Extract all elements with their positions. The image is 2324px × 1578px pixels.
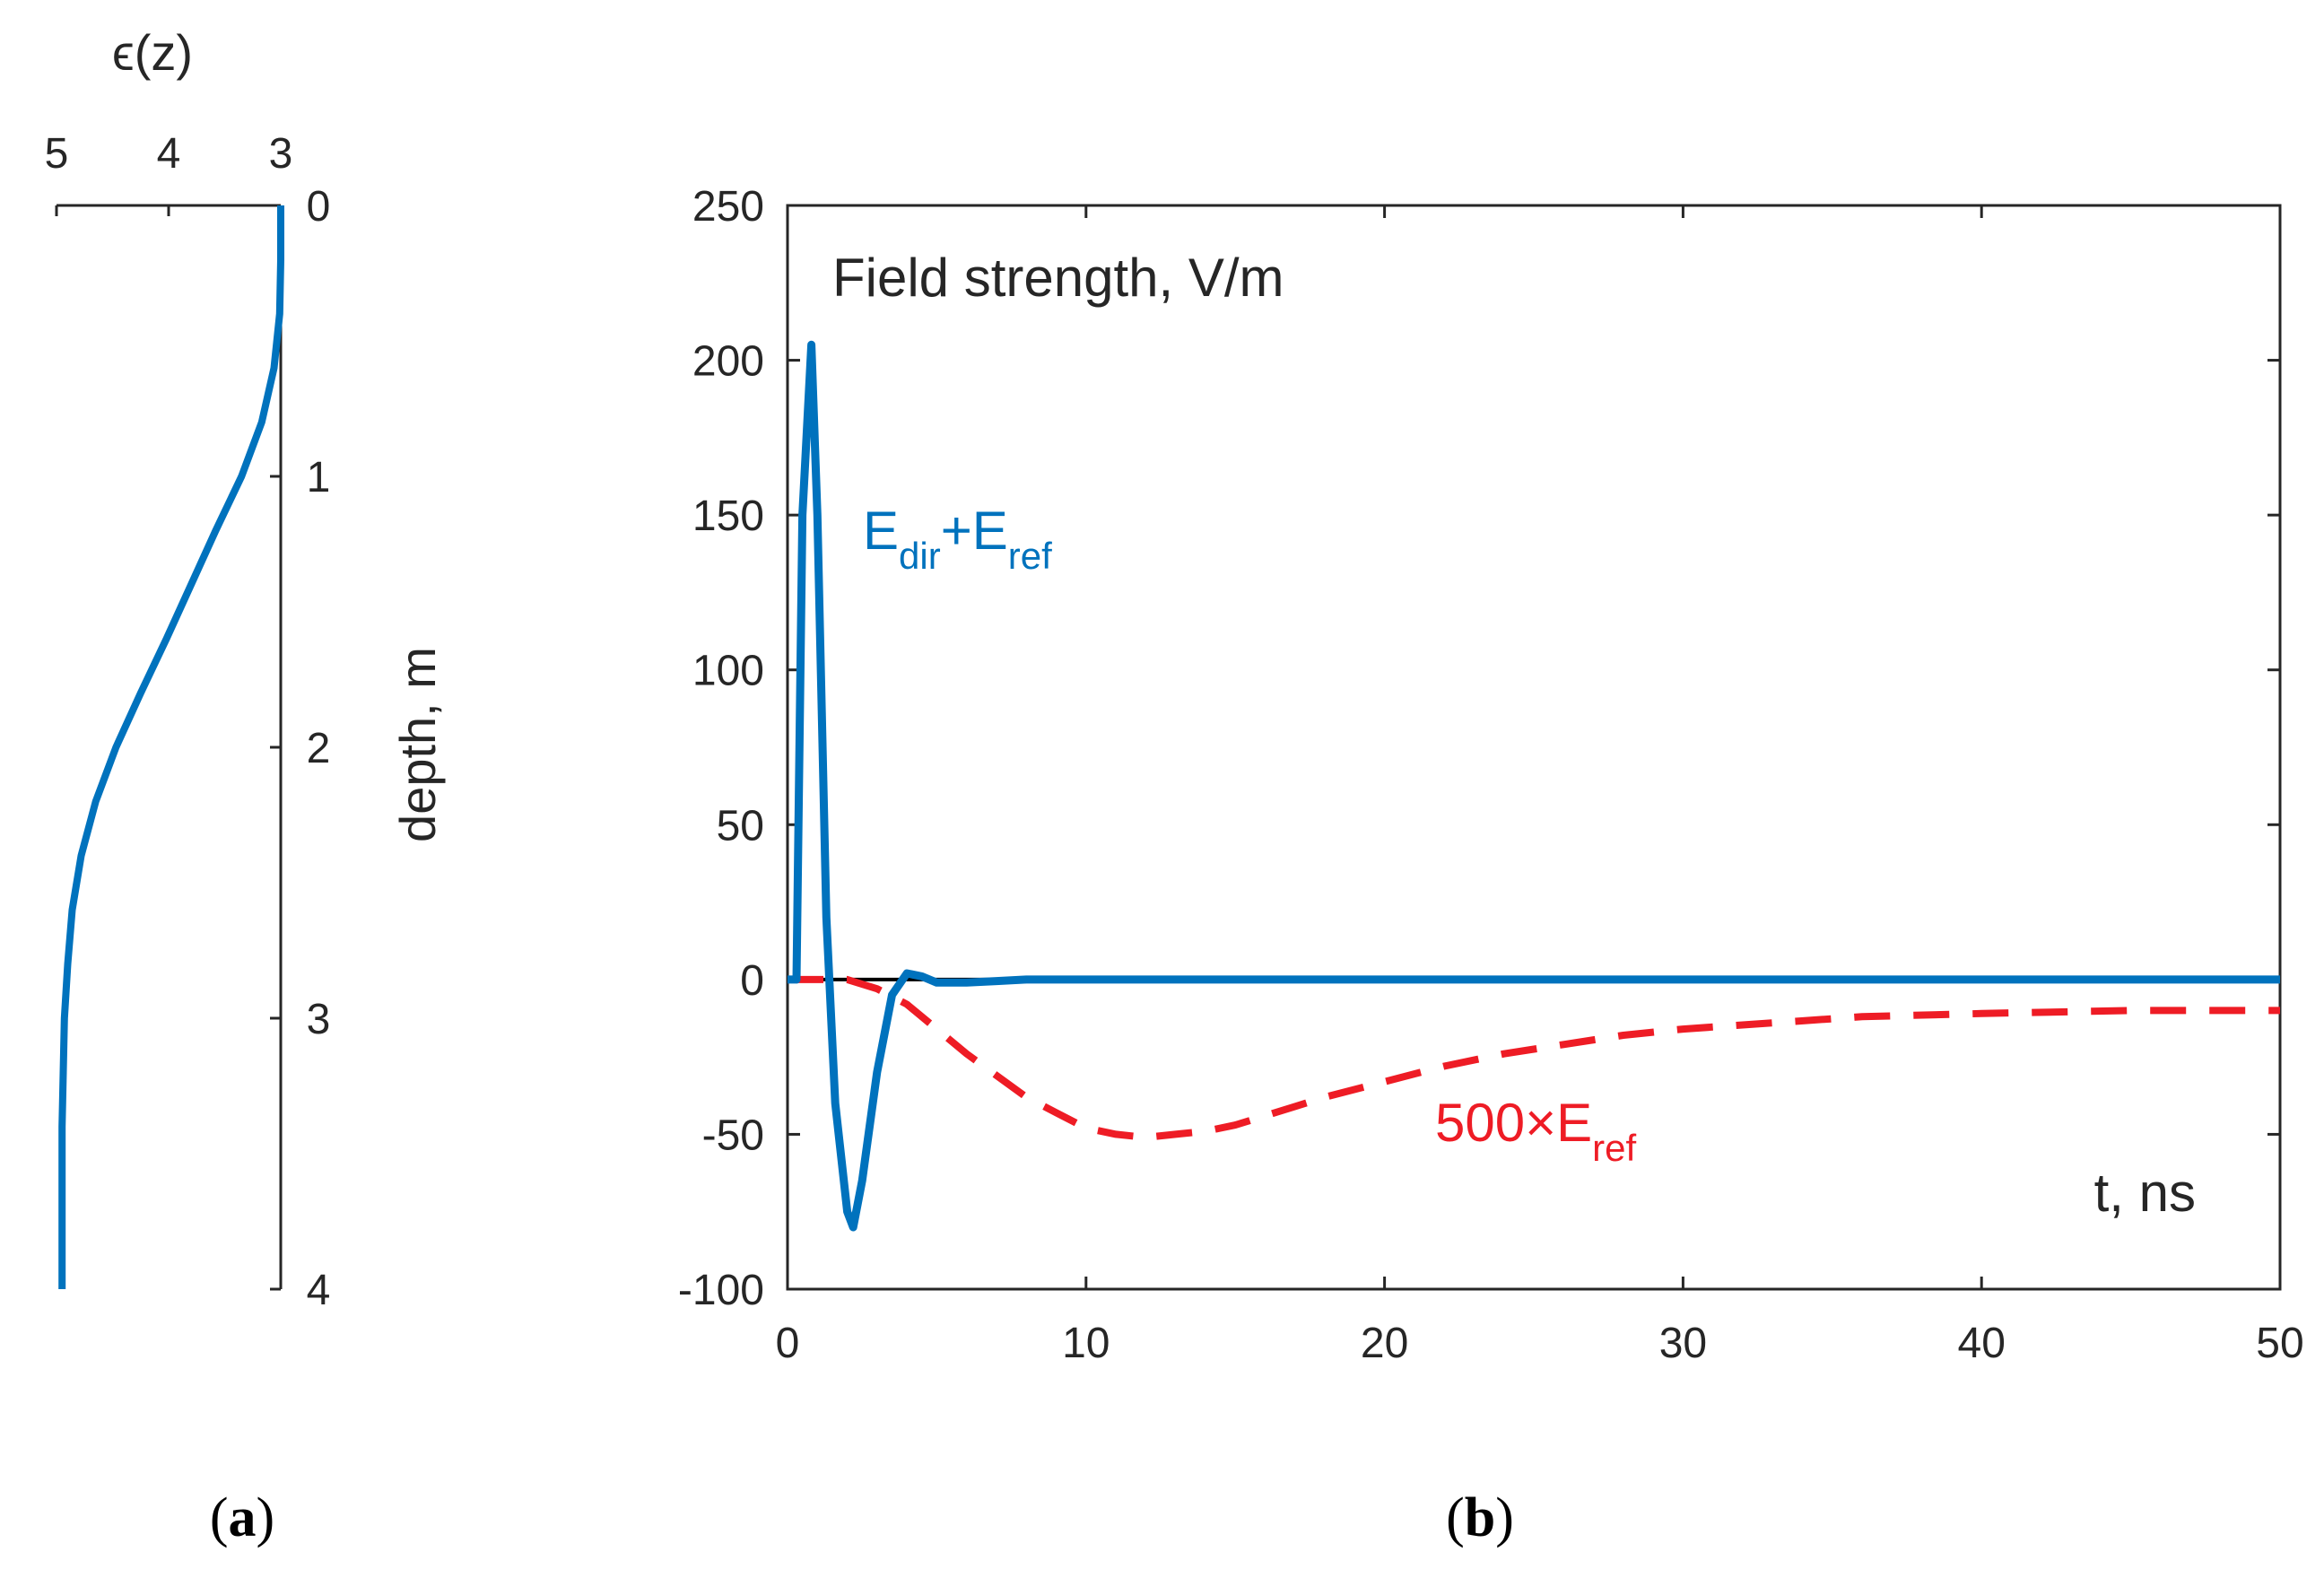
a-x-tick-label: 3 <box>269 130 293 178</box>
panel-label-b-close: ) <box>1495 1487 1514 1548</box>
b-x-tick-label: 10 <box>1062 1320 1110 1367</box>
panel-b-y-ticks: -100 -50 0 50 100 150 200 250 <box>678 183 2280 1314</box>
b-x-tick-label: 30 <box>1659 1320 1707 1367</box>
b-y-tick-label: 100 <box>692 648 764 695</box>
a-y-tick-label: 0 <box>307 183 331 231</box>
panel-label-b-letter: b <box>1465 1487 1495 1548</box>
a-y-tick-label: 4 <box>307 1267 331 1314</box>
b-y-tick-label: -50 <box>702 1112 764 1159</box>
annotation-sub-ref: ref <box>1008 535 1052 577</box>
annotation-500-sub-ref: ref <box>1592 1127 1636 1169</box>
panel-b-series <box>788 340 2280 1232</box>
b-x-tick-label: 50 <box>2256 1320 2303 1367</box>
panel-b-title: Field strength, V/m <box>832 248 1284 308</box>
panel-a-epsilon-curve <box>58 205 284 1289</box>
annotation-plus-e-ref: +E <box>941 501 1008 561</box>
a-y-tick-label: 1 <box>307 454 331 501</box>
panel-a-x-ticks: 5 4 3 <box>45 130 293 216</box>
series-edir-eref <box>788 340 2280 1232</box>
panel-label-b-open: ( <box>1446 1487 1465 1548</box>
panel-label-a-close: ) <box>257 1487 275 1548</box>
a-x-tick-label: 5 <box>45 130 69 178</box>
b-y-tick-label: 200 <box>692 338 764 386</box>
panel-a-xlabel: ϵ(z) <box>112 24 193 81</box>
panel-label-b: (b) <box>1446 1487 1514 1548</box>
annotation-sub-dir: dir <box>899 535 941 577</box>
annotation-500-e: 500×E <box>1435 1093 1592 1153</box>
panel-a-y-ticks: 0 1 2 3 4 <box>270 183 330 1314</box>
panel-a-ylabel: depth, m <box>389 647 446 842</box>
b-x-tick-label: 0 <box>776 1320 800 1367</box>
annotation-edir-eref: Edir+Eref <box>863 501 1052 577</box>
b-y-tick-label: -100 <box>678 1267 764 1314</box>
b-y-tick-label: 0 <box>740 957 764 1005</box>
a-y-tick-label: 3 <box>307 996 331 1043</box>
b-y-tick-label: 50 <box>717 802 764 850</box>
b-x-tick-label: 40 <box>1958 1320 2006 1367</box>
panel-b-x-ticks: 0 10 20 30 40 50 <box>776 205 2304 1367</box>
a-y-tick-label: 2 <box>307 725 331 772</box>
a-x-tick-label: 4 <box>157 130 181 178</box>
panel-a-epsilon-profile: ϵ(z) 5 4 3 0 1 2 3 4 depth, m <box>45 24 446 1314</box>
b-y-tick-label: 150 <box>692 493 764 540</box>
annotation-500-eref: 500×Eref <box>1435 1093 1637 1169</box>
panel-b-xlabel: t, ns <box>2094 1163 2196 1223</box>
b-x-tick-label: 20 <box>1361 1320 1408 1367</box>
panel-label-a: (a) <box>210 1487 274 1548</box>
panel-label-a-open: ( <box>210 1487 229 1548</box>
panel-label-a-letter: a <box>229 1487 257 1548</box>
panel-b-field-strength: 0 10 20 30 40 50 -100 -50 0 50 100 150 200 250 Field… <box>678 183 2304 1367</box>
series-500-eref <box>788 975 2280 1141</box>
annotation-e-dir: E <box>863 501 899 561</box>
b-y-tick-label: 250 <box>692 183 764 231</box>
panel-b-plot-box <box>786 204 2282 1291</box>
